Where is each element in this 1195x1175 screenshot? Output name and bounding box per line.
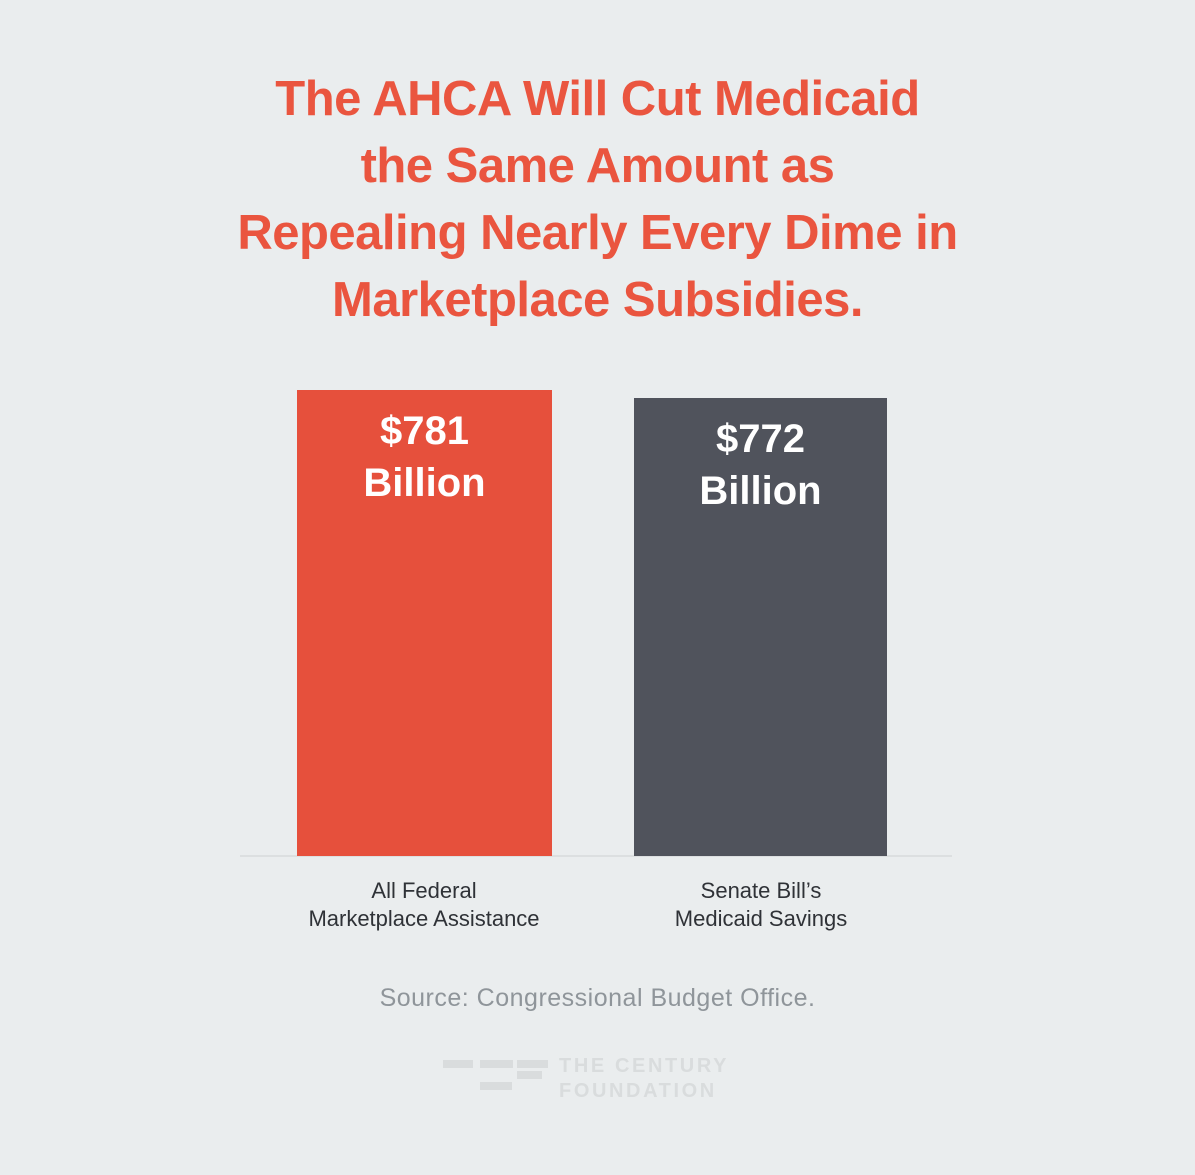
category-label-line: Marketplace Assistance [308,906,540,931]
bar-value-label: $772 Billion [634,398,887,517]
tcf-logo-text-line-2: FOUNDATION [559,1080,717,1102]
chart-title-line-4: Marketplace Subsidies. [332,273,863,327]
logo-bar-icon [517,1060,548,1068]
tcf-logo: THE CENTURY FOUNDATION [443,1053,763,1109]
tcf-logo-text: THE CENTURY FOUNDATION [559,1054,729,1104]
bar-value-unit: Billion [699,469,822,513]
category-label-line: All Federal [371,878,477,903]
category-label-marketplace-assistance: All Federal Marketplace Assistance [264,877,584,933]
logo-bar-icon [480,1060,513,1068]
logo-bar-icon [480,1082,512,1090]
source-note: Source: Congressional Budget Office. [379,984,816,1012]
tcf-logo-text-line-1: THE CENTURY [559,1055,730,1077]
logo-bar-icon [443,1060,473,1068]
chart-title-line-1: The AHCA Will Cut Medicaid [275,72,920,126]
bar-medicaid-savings: $772 Billion [634,398,887,856]
category-label-line: Senate Bill’s [700,878,822,903]
bar-marketplace-assistance: $781 Billion [297,390,552,856]
category-label-line: Medicaid Savings [674,906,848,931]
x-axis-line [240,855,952,857]
bar-value-amount: $781 [380,409,469,453]
chart-title-line-2: the Same Amount as [360,139,835,193]
bar-value-label: $781 Billion [297,390,552,509]
bar-value-unit: Billion [363,461,486,505]
bar-value-amount: $772 [716,417,805,461]
category-label-medicaid-savings: Senate Bill’s Medicaid Savings [601,877,921,933]
chart-title: The AHCA Will Cut Medicaid the Same Amou… [0,66,1195,334]
chart-title-line-3: Repealing Nearly Every Dime in [237,206,958,260]
logo-bar-icon [517,1071,542,1079]
